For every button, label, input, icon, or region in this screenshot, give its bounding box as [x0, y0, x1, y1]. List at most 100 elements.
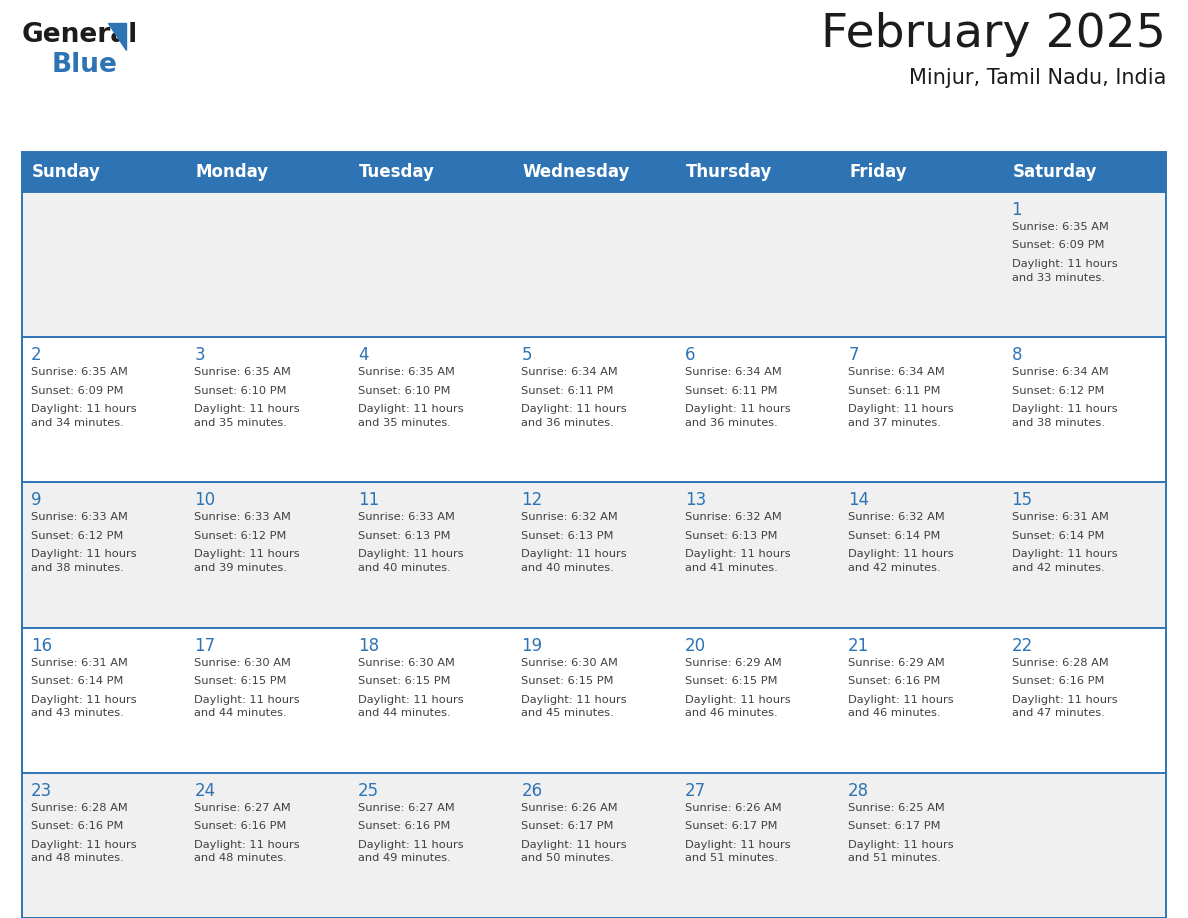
Text: Sunset: 6:17 PM: Sunset: 6:17 PM — [522, 822, 614, 832]
Text: Sunset: 6:10 PM: Sunset: 6:10 PM — [195, 386, 287, 396]
Text: Sunrise: 6:35 AM: Sunrise: 6:35 AM — [358, 367, 455, 377]
Text: Sunset: 6:15 PM: Sunset: 6:15 PM — [522, 676, 614, 686]
Text: Sunset: 6:17 PM: Sunset: 6:17 PM — [684, 822, 777, 832]
Text: Sunrise: 6:31 AM: Sunrise: 6:31 AM — [31, 657, 128, 667]
Text: Sunrise: 6:26 AM: Sunrise: 6:26 AM — [522, 803, 618, 812]
Text: Sunrise: 6:28 AM: Sunrise: 6:28 AM — [1011, 657, 1108, 667]
Text: Sunset: 6:13 PM: Sunset: 6:13 PM — [684, 531, 777, 541]
Bar — [23, 482, 1165, 628]
Text: Sunrise: 6:34 AM: Sunrise: 6:34 AM — [848, 367, 944, 377]
Text: Daylight: 11 hours
and 38 minutes.: Daylight: 11 hours and 38 minutes. — [31, 549, 137, 573]
Text: Daylight: 11 hours
and 39 minutes.: Daylight: 11 hours and 39 minutes. — [195, 549, 301, 573]
Text: Sunset: 6:14 PM: Sunset: 6:14 PM — [848, 531, 941, 541]
Text: Sunrise: 6:35 AM: Sunrise: 6:35 AM — [1011, 222, 1108, 232]
Text: Sunrise: 6:33 AM: Sunrise: 6:33 AM — [31, 512, 128, 522]
Text: Daylight: 11 hours
and 36 minutes.: Daylight: 11 hours and 36 minutes. — [522, 404, 627, 428]
Text: Sunday: Sunday — [32, 163, 101, 181]
Text: Sunrise: 6:33 AM: Sunrise: 6:33 AM — [358, 512, 455, 522]
Text: Sunset: 6:10 PM: Sunset: 6:10 PM — [358, 386, 450, 396]
Text: Daylight: 11 hours
and 48 minutes.: Daylight: 11 hours and 48 minutes. — [195, 840, 301, 864]
Bar — [23, 773, 1165, 918]
Text: Sunset: 6:11 PM: Sunset: 6:11 PM — [684, 386, 777, 396]
Text: 11: 11 — [358, 491, 379, 509]
Text: Sunset: 6:12 PM: Sunset: 6:12 PM — [195, 531, 286, 541]
Text: 14: 14 — [848, 491, 870, 509]
Text: 25: 25 — [358, 782, 379, 800]
Text: 17: 17 — [195, 636, 215, 655]
Text: Sunrise: 6:32 AM: Sunrise: 6:32 AM — [848, 512, 944, 522]
Text: 4: 4 — [358, 346, 368, 364]
Text: 1: 1 — [1011, 201, 1022, 219]
Text: 28: 28 — [848, 782, 870, 800]
Text: Sunset: 6:12 PM: Sunset: 6:12 PM — [1011, 386, 1104, 396]
Text: Sunrise: 6:25 AM: Sunrise: 6:25 AM — [848, 803, 944, 812]
Text: Sunset: 6:14 PM: Sunset: 6:14 PM — [1011, 531, 1104, 541]
Text: Daylight: 11 hours
and 43 minutes.: Daylight: 11 hours and 43 minutes. — [31, 695, 137, 718]
Text: 16: 16 — [31, 636, 52, 655]
Text: Sunrise: 6:34 AM: Sunrise: 6:34 AM — [522, 367, 618, 377]
Bar — [23, 152, 1165, 192]
Text: Sunrise: 6:30 AM: Sunrise: 6:30 AM — [195, 657, 291, 667]
Bar — [23, 152, 1165, 918]
Bar — [23, 628, 1165, 773]
Text: Daylight: 11 hours
and 34 minutes.: Daylight: 11 hours and 34 minutes. — [31, 404, 137, 428]
Text: Saturday: Saturday — [1012, 163, 1097, 181]
Text: Sunset: 6:15 PM: Sunset: 6:15 PM — [358, 676, 450, 686]
Text: Sunset: 6:16 PM: Sunset: 6:16 PM — [31, 822, 124, 832]
Text: 7: 7 — [848, 346, 859, 364]
Text: Daylight: 11 hours
and 35 minutes.: Daylight: 11 hours and 35 minutes. — [195, 404, 301, 428]
Text: Daylight: 11 hours
and 50 minutes.: Daylight: 11 hours and 50 minutes. — [522, 840, 627, 864]
Bar — [23, 337, 1165, 482]
Text: Sunset: 6:09 PM: Sunset: 6:09 PM — [31, 386, 124, 396]
Text: Daylight: 11 hours
and 49 minutes.: Daylight: 11 hours and 49 minutes. — [358, 840, 463, 864]
Text: Tuesday: Tuesday — [359, 163, 435, 181]
Text: Daylight: 11 hours
and 51 minutes.: Daylight: 11 hours and 51 minutes. — [684, 840, 790, 864]
Text: Daylight: 11 hours
and 38 minutes.: Daylight: 11 hours and 38 minutes. — [1011, 404, 1117, 428]
Text: 20: 20 — [684, 636, 706, 655]
Text: Daylight: 11 hours
and 44 minutes.: Daylight: 11 hours and 44 minutes. — [195, 695, 301, 718]
Polygon shape — [108, 23, 126, 50]
Text: Sunset: 6:16 PM: Sunset: 6:16 PM — [358, 822, 450, 832]
Text: Daylight: 11 hours
and 37 minutes.: Daylight: 11 hours and 37 minutes. — [848, 404, 954, 428]
Text: Sunset: 6:16 PM: Sunset: 6:16 PM — [195, 822, 286, 832]
Text: Sunrise: 6:35 AM: Sunrise: 6:35 AM — [195, 367, 291, 377]
Text: Sunset: 6:13 PM: Sunset: 6:13 PM — [522, 531, 614, 541]
Text: 3: 3 — [195, 346, 206, 364]
Text: Daylight: 11 hours
and 40 minutes.: Daylight: 11 hours and 40 minutes. — [522, 549, 627, 573]
Text: Minjur, Tamil Nadu, India: Minjur, Tamil Nadu, India — [909, 68, 1165, 88]
Text: Sunrise: 6:32 AM: Sunrise: 6:32 AM — [522, 512, 618, 522]
Text: Sunset: 6:15 PM: Sunset: 6:15 PM — [195, 676, 287, 686]
Text: Sunrise: 6:33 AM: Sunrise: 6:33 AM — [195, 512, 291, 522]
Text: Sunrise: 6:31 AM: Sunrise: 6:31 AM — [1011, 512, 1108, 522]
Text: Daylight: 11 hours
and 33 minutes.: Daylight: 11 hours and 33 minutes. — [1011, 259, 1117, 283]
Text: Thursday: Thursday — [685, 163, 772, 181]
Text: Sunset: 6:11 PM: Sunset: 6:11 PM — [848, 386, 941, 396]
Text: February 2025: February 2025 — [821, 12, 1165, 57]
Text: Daylight: 11 hours
and 36 minutes.: Daylight: 11 hours and 36 minutes. — [684, 404, 790, 428]
Text: 15: 15 — [1011, 491, 1032, 509]
Text: 12: 12 — [522, 491, 543, 509]
Text: Sunset: 6:13 PM: Sunset: 6:13 PM — [358, 531, 450, 541]
Text: Sunset: 6:14 PM: Sunset: 6:14 PM — [31, 676, 124, 686]
Text: Sunrise: 6:29 AM: Sunrise: 6:29 AM — [684, 657, 782, 667]
Bar — [23, 192, 1165, 337]
Text: 23: 23 — [31, 782, 52, 800]
Text: Sunset: 6:16 PM: Sunset: 6:16 PM — [1011, 676, 1104, 686]
Text: Blue: Blue — [52, 52, 118, 78]
Text: Sunset: 6:17 PM: Sunset: 6:17 PM — [848, 822, 941, 832]
Text: 22: 22 — [1011, 636, 1032, 655]
Text: Daylight: 11 hours
and 46 minutes.: Daylight: 11 hours and 46 minutes. — [848, 695, 954, 718]
Text: Daylight: 11 hours
and 42 minutes.: Daylight: 11 hours and 42 minutes. — [1011, 549, 1117, 573]
Text: Sunrise: 6:32 AM: Sunrise: 6:32 AM — [684, 512, 782, 522]
Text: 5: 5 — [522, 346, 532, 364]
Text: Sunset: 6:11 PM: Sunset: 6:11 PM — [522, 386, 614, 396]
Text: Monday: Monday — [196, 163, 268, 181]
Text: 21: 21 — [848, 636, 870, 655]
Text: Daylight: 11 hours
and 41 minutes.: Daylight: 11 hours and 41 minutes. — [684, 549, 790, 573]
Text: Sunset: 6:09 PM: Sunset: 6:09 PM — [1011, 241, 1104, 251]
Text: Sunrise: 6:30 AM: Sunrise: 6:30 AM — [522, 657, 618, 667]
Text: Daylight: 11 hours
and 42 minutes.: Daylight: 11 hours and 42 minutes. — [848, 549, 954, 573]
Text: 19: 19 — [522, 636, 543, 655]
Text: Friday: Friday — [849, 163, 906, 181]
Text: Daylight: 11 hours
and 51 minutes.: Daylight: 11 hours and 51 minutes. — [848, 840, 954, 864]
